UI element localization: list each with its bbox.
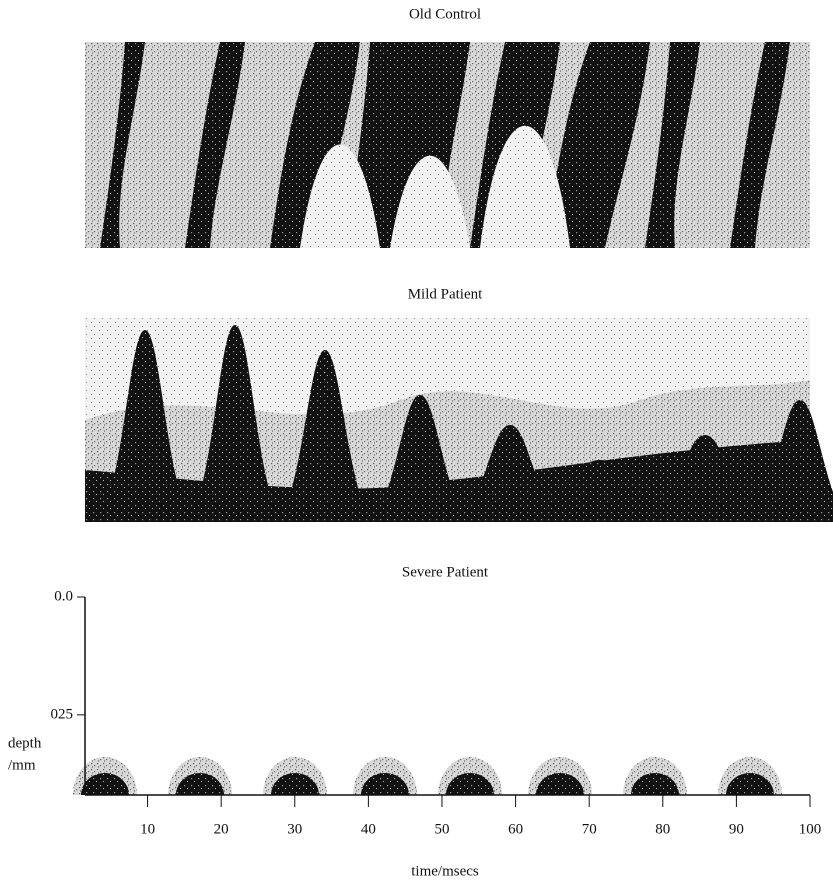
dark-peak: [555, 460, 645, 522]
x-tick-label: 60: [508, 821, 523, 837]
y-tick-label: 025: [51, 706, 74, 722]
dark-dome: [536, 773, 584, 795]
panel-old-control: Old Control: [85, 6, 810, 248]
x-tick-label: 20: [214, 821, 229, 837]
dark-dome: [361, 773, 409, 795]
x-tick-label: 10: [140, 821, 155, 837]
y-axis-label: /mm: [8, 757, 36, 773]
panel-severe-patient: Severe Patient 0.0 025 10 20 30 40 50 60 70 80 90 10…: [8, 564, 821, 879]
dark-band: [185, 42, 245, 248]
dark-peak: [755, 400, 833, 522]
x-tick-label: 40: [361, 821, 376, 837]
dark-peak: [465, 425, 555, 522]
panel-title: Mild Patient: [408, 286, 483, 302]
dark-band: [100, 42, 145, 248]
dark-dome: [726, 773, 774, 795]
dark-band: [730, 42, 790, 248]
panel-mild-patient: Mild Patient: [85, 286, 833, 522]
dark-peak: [100, 330, 190, 522]
dark-band: [545, 42, 650, 248]
dark-dome: [631, 773, 679, 795]
x-tick-label: 70: [582, 821, 597, 837]
light-peak: [300, 144, 380, 248]
dark-peak: [375, 395, 465, 522]
x-axis-label: time/msecs: [411, 863, 479, 879]
x-tick-label: 30: [287, 821, 302, 837]
x-tick-label: 80: [655, 821, 670, 837]
x-tick-label: 100: [799, 821, 822, 837]
dark-peak: [660, 435, 750, 522]
y-tick-label: 0.0: [54, 588, 73, 604]
dark-dome: [176, 773, 224, 795]
dark-band: [645, 42, 700, 248]
y-axis-label: depth: [8, 735, 42, 751]
dark-peak: [190, 325, 280, 522]
dark-dome: [446, 773, 494, 795]
light-peak: [480, 125, 570, 248]
dark-peak: [280, 350, 370, 522]
panel-title: Severe Patient: [402, 564, 489, 580]
dark-dome: [81, 773, 129, 795]
light-peak: [390, 155, 470, 248]
dark-band: [270, 42, 360, 248]
x-tick-label: 90: [729, 821, 744, 837]
panel-title: Old Control: [409, 6, 481, 22]
dark-dome: [271, 773, 319, 795]
x-tick-label: 50: [434, 821, 449, 837]
